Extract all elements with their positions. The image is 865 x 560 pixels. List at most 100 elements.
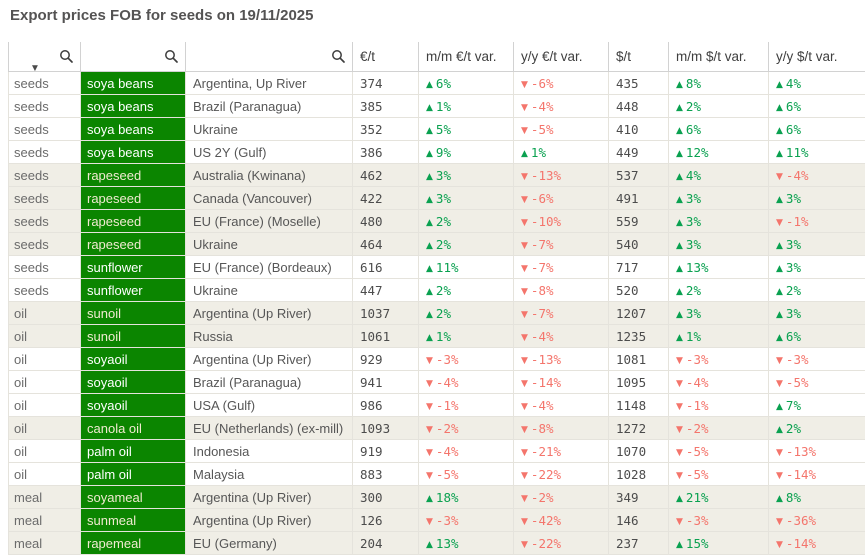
- column-header-usd[interactable]: $/t: [608, 42, 669, 72]
- origin-cell[interactable]: Argentina (Up River): [185, 508, 353, 532]
- product-cell[interactable]: palm oil: [80, 439, 186, 463]
- product-cell[interactable]: sunoil: [80, 324, 186, 348]
- category-cell[interactable]: oil: [8, 370, 81, 394]
- category-cell[interactable]: oil: [8, 324, 81, 348]
- product-cell[interactable]: soya beans: [80, 94, 186, 118]
- percent-value: -1%: [785, 213, 809, 229]
- down-arrow-icon: ▼: [426, 355, 433, 366]
- usd-price-cell: 449: [608, 140, 669, 164]
- column-header-eur[interactable]: €/t: [352, 42, 419, 72]
- percent-value: 1%: [685, 328, 701, 344]
- origin-cell[interactable]: EU (Germany): [185, 531, 353, 555]
- percent-value: -4%: [530, 328, 554, 344]
- origin-cell[interactable]: Ukraine: [185, 117, 353, 141]
- yy-eur-var-cell: ▼ -14%: [513, 370, 609, 394]
- category-cell[interactable]: seeds: [8, 209, 81, 233]
- product-cell[interactable]: soyaoil: [80, 370, 186, 394]
- category-cell[interactable]: seeds: [8, 71, 81, 95]
- up-arrow-icon: ▲: [776, 263, 783, 274]
- category-cell[interactable]: seeds: [8, 186, 81, 210]
- origin-cell[interactable]: Malaysia: [185, 462, 353, 486]
- up-arrow-icon: ▲: [776, 79, 783, 90]
- product-cell[interactable]: sunmeal: [80, 508, 186, 532]
- product-cell[interactable]: soyameal: [80, 485, 186, 509]
- category-cell[interactable]: seeds: [8, 255, 81, 279]
- origin-cell[interactable]: EU (France) (Moselle): [185, 209, 353, 233]
- search-icon[interactable]: [331, 49, 346, 64]
- up-arrow-icon: ▲: [676, 102, 683, 113]
- percent-value: 2%: [685, 98, 701, 114]
- product-cell[interactable]: rapeseed: [80, 232, 186, 256]
- category-cell[interactable]: oil: [8, 301, 81, 325]
- origin-cell[interactable]: Canada (Vancouver): [185, 186, 353, 210]
- percent-value: -3%: [685, 512, 709, 528]
- product-cell[interactable]: soya beans: [80, 140, 186, 164]
- origin-cell[interactable]: Ukraine: [185, 278, 353, 302]
- sort-descending-icon[interactable]: ▼: [30, 63, 40, 74]
- search-icon[interactable]: [59, 49, 74, 64]
- origin-cell[interactable]: Indonesia: [185, 439, 353, 463]
- down-arrow-icon: ▼: [776, 539, 783, 550]
- product-cell[interactable]: soyaoil: [80, 347, 186, 371]
- yy-usd-var-cell: ▼ -4%: [768, 163, 865, 187]
- mm-usd-var-cell: ▼ -4%: [668, 370, 769, 394]
- product-cell[interactable]: sunoil: [80, 301, 186, 325]
- mm-eur-var-cell: ▼ -3%: [418, 347, 514, 371]
- origin-cell[interactable]: US 2Y (Gulf): [185, 140, 353, 164]
- origin-cell[interactable]: Argentina (Up River): [185, 301, 353, 325]
- origin-cell[interactable]: Russia: [185, 324, 353, 348]
- origin-search-header[interactable]: [185, 42, 353, 72]
- product-cell[interactable]: palm oil: [80, 462, 186, 486]
- percent-value: 8%: [685, 75, 701, 91]
- origin-cell[interactable]: Argentina, Up River: [185, 71, 353, 95]
- product-cell[interactable]: rapeseed: [80, 163, 186, 187]
- category-cell[interactable]: meal: [8, 485, 81, 509]
- product-cell[interactable]: soyaoil: [80, 393, 186, 417]
- origin-cell[interactable]: EU (France) (Bordeaux): [185, 255, 353, 279]
- product-cell[interactable]: rapeseed: [80, 209, 186, 233]
- category-cell[interactable]: seeds: [8, 140, 81, 164]
- column-header-mm-eur[interactable]: m/m €/t var.: [418, 42, 514, 72]
- origin-cell[interactable]: Brazil (Paranagua): [185, 370, 353, 394]
- percent-value: 2%: [435, 282, 451, 298]
- product-cell[interactable]: rapemeal: [80, 531, 186, 555]
- category-cell[interactable]: oil: [8, 462, 81, 486]
- product-cell[interactable]: soya beans: [80, 71, 186, 95]
- origin-cell[interactable]: Argentina (Up River): [185, 485, 353, 509]
- product-cell[interactable]: canola oil: [80, 416, 186, 440]
- origin-cell[interactable]: EU (Netherlands) (ex-mill): [185, 416, 353, 440]
- product-cell[interactable]: rapeseed: [80, 186, 186, 210]
- down-arrow-icon: ▼: [776, 378, 783, 389]
- origin-cell[interactable]: USA (Gulf): [185, 393, 353, 417]
- yy-usd-var-cell: ▲ 3%: [768, 186, 865, 210]
- category-cell[interactable]: seeds: [8, 163, 81, 187]
- category-cell[interactable]: meal: [8, 531, 81, 555]
- category-cell[interactable]: oil: [8, 439, 81, 463]
- product-cell[interactable]: soya beans: [80, 117, 186, 141]
- product-cell[interactable]: sunflower: [80, 255, 186, 279]
- origin-cell[interactable]: Ukraine: [185, 232, 353, 256]
- eur-price-cell: 986: [352, 393, 419, 417]
- category-cell[interactable]: seeds: [8, 117, 81, 141]
- search-icon[interactable]: [164, 49, 179, 64]
- category-cell[interactable]: seeds: [8, 232, 81, 256]
- column-header-yy-usd[interactable]: y/y $/t var.: [768, 42, 865, 72]
- product-cell[interactable]: sunflower: [80, 278, 186, 302]
- column-header-yy-eur[interactable]: y/y €/t var.: [513, 42, 609, 72]
- yy-usd-var-cell: ▲ 11%: [768, 140, 865, 164]
- category-cell[interactable]: oil: [8, 347, 81, 371]
- category-cell[interactable]: seeds: [8, 278, 81, 302]
- category-cell[interactable]: seeds: [8, 94, 81, 118]
- category-cell[interactable]: oil: [8, 393, 81, 417]
- up-arrow-icon: ▲: [426, 309, 433, 320]
- column-header-mm-usd[interactable]: m/m $/t var.: [668, 42, 769, 72]
- category-cell[interactable]: oil: [8, 416, 81, 440]
- origin-cell[interactable]: Argentina (Up River): [185, 347, 353, 371]
- origin-cell[interactable]: Brazil (Paranagua): [185, 94, 353, 118]
- mm-usd-var-cell: ▲ 3%: [668, 301, 769, 325]
- product-search-header[interactable]: [80, 42, 186, 72]
- category-cell[interactable]: meal: [8, 508, 81, 532]
- category-search-header[interactable]: [8, 42, 81, 72]
- origin-cell[interactable]: Australia (Kwinana): [185, 163, 353, 187]
- yy-eur-var-cell: ▼ -13%: [513, 163, 609, 187]
